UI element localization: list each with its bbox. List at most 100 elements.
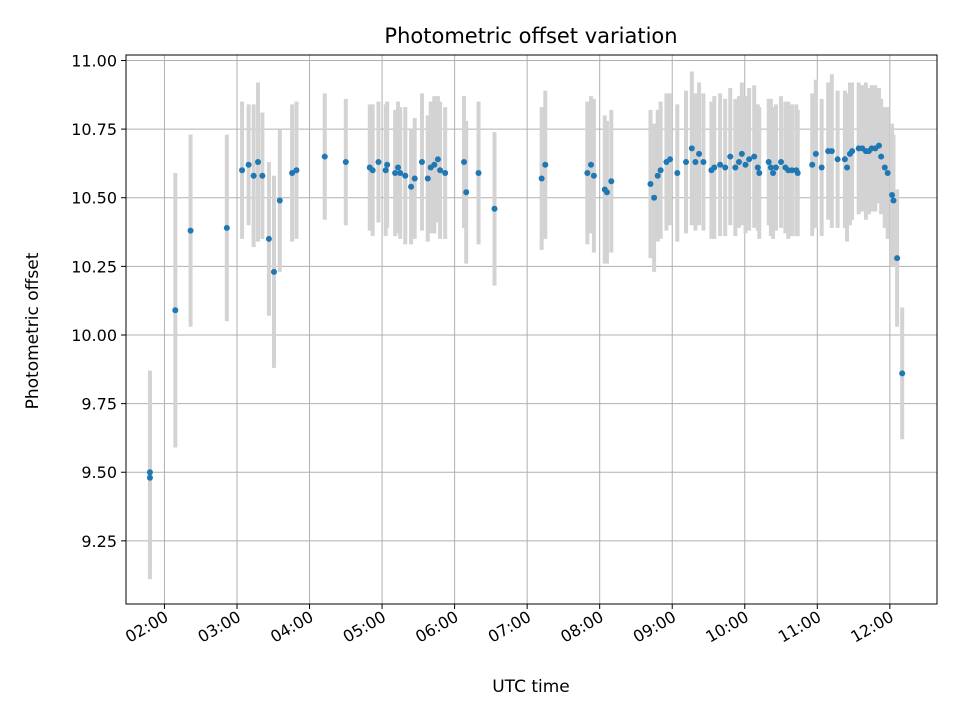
data-point — [688, 145, 695, 152]
y-tick-label: 9.75 — [81, 395, 117, 414]
data-point — [491, 205, 498, 212]
data-point — [475, 170, 482, 177]
y-tick-label: 10.25 — [71, 257, 117, 276]
data-point — [392, 170, 399, 177]
data-point — [834, 156, 841, 163]
data-point — [342, 159, 349, 166]
data-point — [223, 224, 230, 231]
data-point — [667, 156, 674, 163]
data-point — [899, 370, 906, 377]
data-point — [590, 172, 597, 179]
data-point — [250, 172, 257, 179]
data-point — [770, 170, 777, 177]
data-point — [172, 307, 179, 314]
data-point — [395, 164, 402, 171]
y-axis: 9.25 9.50 9.75 10.00 10.25 10.50 10.75 11.00 — [71, 51, 126, 551]
data-point — [692, 159, 699, 166]
data-point — [727, 153, 734, 160]
data-point — [812, 150, 819, 157]
data-point — [696, 150, 703, 157]
data-point — [890, 197, 897, 204]
data-point — [587, 161, 594, 168]
data-point — [788, 167, 795, 174]
data-point — [397, 170, 404, 177]
data-point — [735, 159, 742, 166]
data-point — [674, 170, 681, 177]
data-point — [538, 175, 545, 182]
data-point — [738, 150, 745, 157]
data-point — [434, 156, 441, 163]
data-point — [437, 167, 444, 174]
data-point — [700, 159, 707, 166]
data-point — [255, 159, 262, 166]
data-point — [442, 170, 449, 177]
data-point — [265, 235, 272, 242]
data-point — [187, 227, 194, 234]
data-point — [722, 164, 729, 171]
data-point — [608, 178, 615, 185]
plot-frame — [125, 54, 938, 605]
data-point — [894, 255, 901, 262]
y-tick-label: 9.25 — [81, 532, 117, 551]
data-point — [765, 159, 772, 166]
y-tick-label: 10.50 — [71, 189, 117, 208]
data-point — [584, 170, 591, 177]
data-point — [542, 161, 549, 168]
data-point — [746, 156, 753, 163]
data-point — [375, 159, 382, 166]
chart-title: Photometric offset variation — [384, 24, 677, 48]
data-point — [603, 189, 610, 196]
data-point — [657, 167, 664, 174]
data-point — [841, 156, 848, 163]
y-tick-label: 10.00 — [71, 326, 117, 345]
data-point — [408, 183, 415, 190]
data-point — [276, 197, 283, 204]
x-axis-label: UTC time — [492, 677, 570, 697]
data-point — [683, 159, 690, 166]
data-point — [321, 153, 328, 160]
data-point — [717, 161, 724, 168]
data-point — [875, 142, 882, 149]
data-point — [146, 474, 153, 481]
data-point — [884, 170, 891, 177]
data-point — [767, 164, 774, 171]
data-point — [809, 161, 816, 168]
data-point — [881, 164, 888, 171]
data-point — [461, 159, 468, 166]
data-point — [431, 161, 438, 168]
data-point — [418, 159, 425, 166]
data-point — [889, 191, 896, 198]
data-point — [794, 170, 801, 177]
data-point — [463, 189, 470, 196]
data-point — [778, 159, 785, 166]
data-point — [239, 167, 246, 174]
data-point — [245, 161, 252, 168]
data-point — [844, 164, 851, 171]
data-point — [711, 164, 718, 171]
data-point — [756, 170, 763, 177]
data-point — [270, 268, 277, 275]
data-points — [146, 142, 906, 481]
data-point — [647, 181, 654, 188]
y-tick-label: 9.50 — [81, 463, 117, 482]
data-point — [424, 175, 431, 182]
data-point — [732, 164, 739, 171]
data-point — [293, 167, 300, 174]
data-point — [411, 175, 418, 182]
data-point — [828, 148, 835, 155]
y-tick-label: 10.75 — [71, 120, 117, 139]
data-point — [146, 469, 153, 476]
data-point — [849, 148, 856, 155]
data-point — [402, 172, 409, 179]
data-point — [754, 164, 761, 171]
y-tick-label: 11.00 — [71, 51, 117, 70]
y-axis-label: Photometric offset — [23, 252, 43, 409]
data-point — [654, 172, 661, 179]
data-point — [772, 164, 779, 171]
data-point — [259, 172, 266, 179]
data-point — [742, 161, 749, 168]
data-point — [751, 153, 758, 160]
data-point — [289, 170, 296, 177]
data-point — [818, 164, 825, 171]
